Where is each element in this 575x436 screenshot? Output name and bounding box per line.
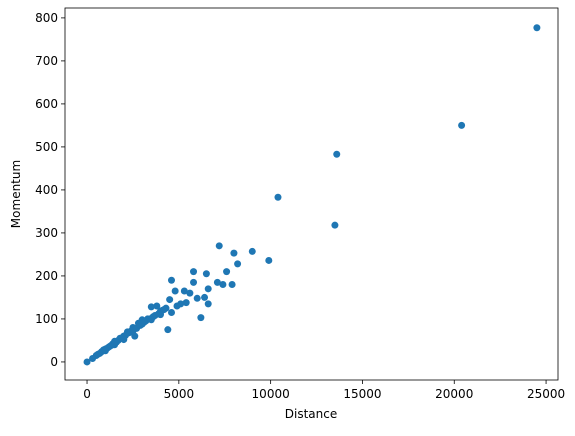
x-axis-label: Distance	[285, 407, 337, 421]
x-tick-label: 0	[83, 387, 91, 401]
point	[138, 320, 146, 328]
point	[193, 294, 201, 302]
point	[167, 276, 175, 284]
point	[180, 287, 188, 295]
point	[147, 303, 155, 311]
point	[219, 281, 227, 289]
y-tick-label: 400	[35, 183, 58, 197]
point	[173, 302, 181, 310]
point	[248, 247, 256, 255]
plot-frame	[64, 7, 559, 381]
point	[204, 300, 212, 308]
x-tick-label: 20000	[435, 387, 473, 401]
point	[153, 302, 161, 310]
point	[533, 24, 541, 32]
point	[164, 326, 172, 334]
point	[223, 268, 231, 276]
y-tick-label: 200	[35, 269, 58, 283]
point	[213, 278, 221, 286]
y-tick-label: 300	[35, 226, 58, 240]
point	[197, 314, 205, 322]
point	[167, 308, 175, 316]
point	[186, 289, 194, 297]
y-tick-label: 800	[35, 11, 58, 25]
point	[147, 316, 155, 324]
point	[166, 296, 174, 304]
point	[228, 281, 236, 289]
point	[129, 327, 137, 335]
y-tick-label: 700	[35, 54, 58, 68]
point	[202, 270, 210, 278]
point	[190, 268, 198, 276]
point	[458, 121, 466, 129]
point	[101, 347, 109, 355]
x-tick-label: 25000	[527, 387, 565, 401]
point	[265, 256, 273, 264]
point	[190, 278, 198, 286]
point	[182, 299, 190, 307]
point	[111, 337, 119, 345]
x-tick-label: 10000	[252, 387, 290, 401]
point	[89, 354, 97, 362]
x-tick-label: 15000	[343, 387, 381, 401]
y-tick-label: 600	[35, 97, 58, 111]
point	[204, 285, 212, 293]
point	[331, 221, 339, 229]
point	[120, 336, 128, 344]
point	[234, 260, 242, 268]
point	[83, 358, 91, 366]
point	[230, 249, 238, 257]
point	[171, 287, 179, 295]
x-tick-label: 5000	[164, 387, 195, 401]
y-tick-label: 0	[50, 355, 58, 369]
point	[333, 150, 341, 158]
point	[160, 305, 168, 313]
y-axis-label: Momentum	[9, 160, 23, 228]
point	[215, 242, 223, 250]
y-tick-label: 500	[35, 140, 58, 154]
point	[156, 311, 164, 319]
point	[274, 193, 282, 201]
y-tick-label: 100	[35, 312, 58, 326]
point	[201, 293, 209, 301]
